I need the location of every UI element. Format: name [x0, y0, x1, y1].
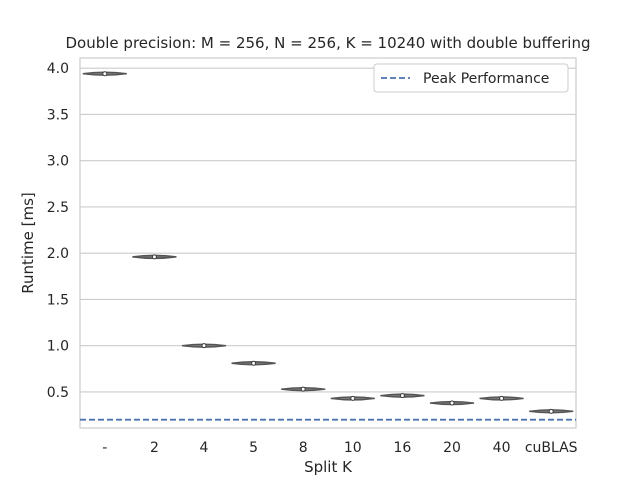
- violin-4: [181, 343, 227, 349]
- x-tick-label: cuBLAS: [525, 440, 578, 456]
- y-axis-title: Runtime [ms]: [19, 192, 37, 294]
- violin-2: [132, 254, 177, 260]
- violin--: [82, 71, 127, 77]
- x-tick-label: 40: [493, 440, 511, 456]
- y-tick-label: 2.0: [47, 246, 69, 262]
- chart-title: Double precision: M = 256, N = 256, K = …: [66, 34, 591, 52]
- violin-40: [479, 395, 524, 401]
- x-tick-label: 16: [393, 440, 411, 456]
- y-tick-label: 1.5: [47, 292, 69, 308]
- x-tick-label: 5: [249, 440, 258, 456]
- violin-cuBLAS: [529, 408, 574, 414]
- y-tick-label: 4.0: [47, 61, 69, 77]
- violin-median: [350, 395, 356, 401]
- violin-5: [231, 360, 276, 366]
- x-tick-label: 4: [200, 440, 209, 456]
- y-ticks: 0.5 1.0 1.5 2.0 2.5 3.0 3.5 4.0: [47, 61, 69, 401]
- violin-median: [151, 254, 157, 260]
- violin-20: [429, 400, 475, 406]
- y-tick-label: 3.0: [47, 154, 69, 170]
- plot-frame: [79, 57, 577, 429]
- violin-8: [281, 386, 326, 392]
- violin-10: [330, 395, 375, 401]
- y-tick-label: 3.5: [47, 107, 69, 123]
- x-tick-label: 8: [299, 440, 308, 456]
- y-tick-label: 1.0: [47, 339, 69, 355]
- marks: [80, 71, 576, 421]
- grid: [80, 67, 576, 393]
- violin-median: [201, 343, 207, 349]
- x-tick-label: 10: [344, 440, 362, 456]
- violin-median: [399, 393, 405, 399]
- y-tick-label: 2.5: [47, 200, 69, 216]
- x-tick-label: 20: [443, 440, 461, 456]
- violin-median: [102, 71, 108, 77]
- x-axis-title: Split K: [304, 458, 353, 476]
- x-ticks: - 2 4 5 8 10 16 20 40 cuBLAS: [102, 440, 577, 456]
- violin-median: [449, 400, 455, 406]
- legend-peak-label: Peak Performance: [423, 71, 549, 87]
- x-tick-label: 2: [150, 440, 159, 456]
- y-tick-label: 0.5: [47, 385, 69, 401]
- legend-box: [373, 63, 569, 93]
- x-tick-label: -: [102, 440, 107, 456]
- violin-median: [300, 386, 306, 392]
- legend: Peak Performance: [373, 63, 569, 93]
- violin-median: [548, 408, 554, 414]
- violin-16: [380, 393, 425, 399]
- violin-median: [499, 395, 505, 401]
- violin-median: [251, 360, 257, 366]
